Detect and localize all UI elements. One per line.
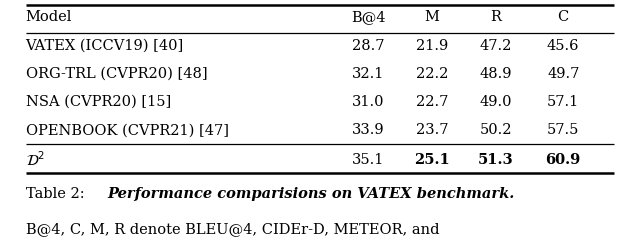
Text: ORG-TRL (CVPR20) [48]: ORG-TRL (CVPR20) [48] bbox=[26, 67, 207, 81]
Text: Model: Model bbox=[26, 10, 72, 24]
Text: 21.9: 21.9 bbox=[416, 39, 448, 52]
Text: 22.7: 22.7 bbox=[416, 95, 448, 109]
Text: 33.9: 33.9 bbox=[352, 123, 384, 137]
Text: B@4, C, M, R denote BLEU@4, CIDEr-D, METEOR, and: B@4, C, M, R denote BLEU@4, CIDEr-D, MET… bbox=[26, 222, 439, 236]
Text: 49.7: 49.7 bbox=[547, 67, 579, 81]
Text: 28.7: 28.7 bbox=[352, 39, 384, 52]
Text: Performance comparisions on VATEX benchmark.: Performance comparisions on VATEX benchm… bbox=[108, 187, 515, 201]
Text: 35.1: 35.1 bbox=[352, 153, 384, 167]
Text: 23.7: 23.7 bbox=[416, 123, 448, 137]
Text: 25.1: 25.1 bbox=[414, 153, 450, 167]
Text: 51.3: 51.3 bbox=[478, 153, 514, 167]
Text: NSA (CVPR20) [15]: NSA (CVPR20) [15] bbox=[26, 95, 171, 109]
Text: 31.0: 31.0 bbox=[352, 95, 384, 109]
Text: 57.1: 57.1 bbox=[547, 95, 579, 109]
Text: M: M bbox=[424, 10, 440, 24]
Text: 32.1: 32.1 bbox=[352, 67, 384, 81]
Text: 45.6: 45.6 bbox=[547, 39, 579, 52]
Text: 48.9: 48.9 bbox=[480, 67, 512, 81]
Text: R: R bbox=[491, 10, 501, 24]
Text: 50.2: 50.2 bbox=[480, 123, 512, 137]
Text: 47.2: 47.2 bbox=[480, 39, 512, 52]
Text: B@4: B@4 bbox=[351, 10, 385, 24]
Text: C: C bbox=[557, 10, 569, 24]
Text: 49.0: 49.0 bbox=[480, 95, 512, 109]
Text: Table 2:: Table 2: bbox=[26, 187, 89, 201]
Text: VATEX (ICCV19) [40]: VATEX (ICCV19) [40] bbox=[26, 39, 184, 52]
Text: $\mathcal{D}^2$: $\mathcal{D}^2$ bbox=[26, 151, 45, 169]
Text: 60.9: 60.9 bbox=[545, 153, 581, 167]
Text: 57.5: 57.5 bbox=[547, 123, 579, 137]
Text: OPENBOOK (CVPR21) [47]: OPENBOOK (CVPR21) [47] bbox=[26, 123, 228, 137]
Text: 22.2: 22.2 bbox=[416, 67, 448, 81]
